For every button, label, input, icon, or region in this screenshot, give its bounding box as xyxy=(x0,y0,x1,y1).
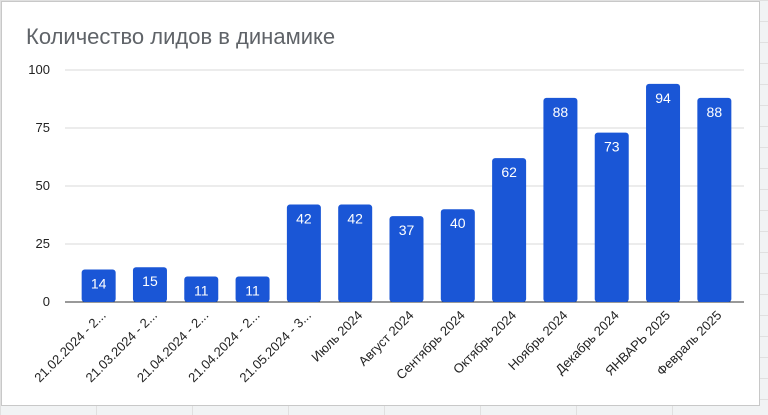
y-tick-label: 75 xyxy=(36,120,50,135)
bar xyxy=(697,97,732,302)
bar xyxy=(286,204,321,302)
data-label: 42 xyxy=(347,211,363,227)
data-label: 40 xyxy=(450,215,466,231)
data-label: 88 xyxy=(707,104,723,120)
bar xyxy=(338,204,373,302)
bar xyxy=(235,276,270,302)
y-tick-label: 25 xyxy=(36,236,50,251)
chart-title: Количество лидов в динамике xyxy=(26,24,336,49)
data-label: 94 xyxy=(655,90,671,106)
bar xyxy=(389,216,424,302)
bar xyxy=(492,158,527,302)
bar xyxy=(132,267,167,302)
bar xyxy=(543,97,578,302)
chart-card[interactable]: Количество лидов в динамике xyxy=(1,1,760,406)
data-label: 42 xyxy=(296,211,312,227)
bar xyxy=(646,83,681,302)
bar xyxy=(81,269,116,302)
y-tick-label: 100 xyxy=(28,62,50,77)
bar xyxy=(440,209,475,302)
y-tick-label: 0 xyxy=(43,294,50,309)
data-label: 88 xyxy=(553,104,569,120)
data-label: 11 xyxy=(194,282,209,298)
bar xyxy=(594,132,629,302)
data-label: 15 xyxy=(142,273,158,289)
bar xyxy=(184,276,219,302)
data-label: 14 xyxy=(91,276,107,292)
y-tick-label: 50 xyxy=(36,178,50,193)
data-label: 62 xyxy=(501,164,517,180)
data-label: 73 xyxy=(604,139,620,155)
data-label: 11 xyxy=(245,282,260,298)
data-label: 37 xyxy=(399,222,415,238)
